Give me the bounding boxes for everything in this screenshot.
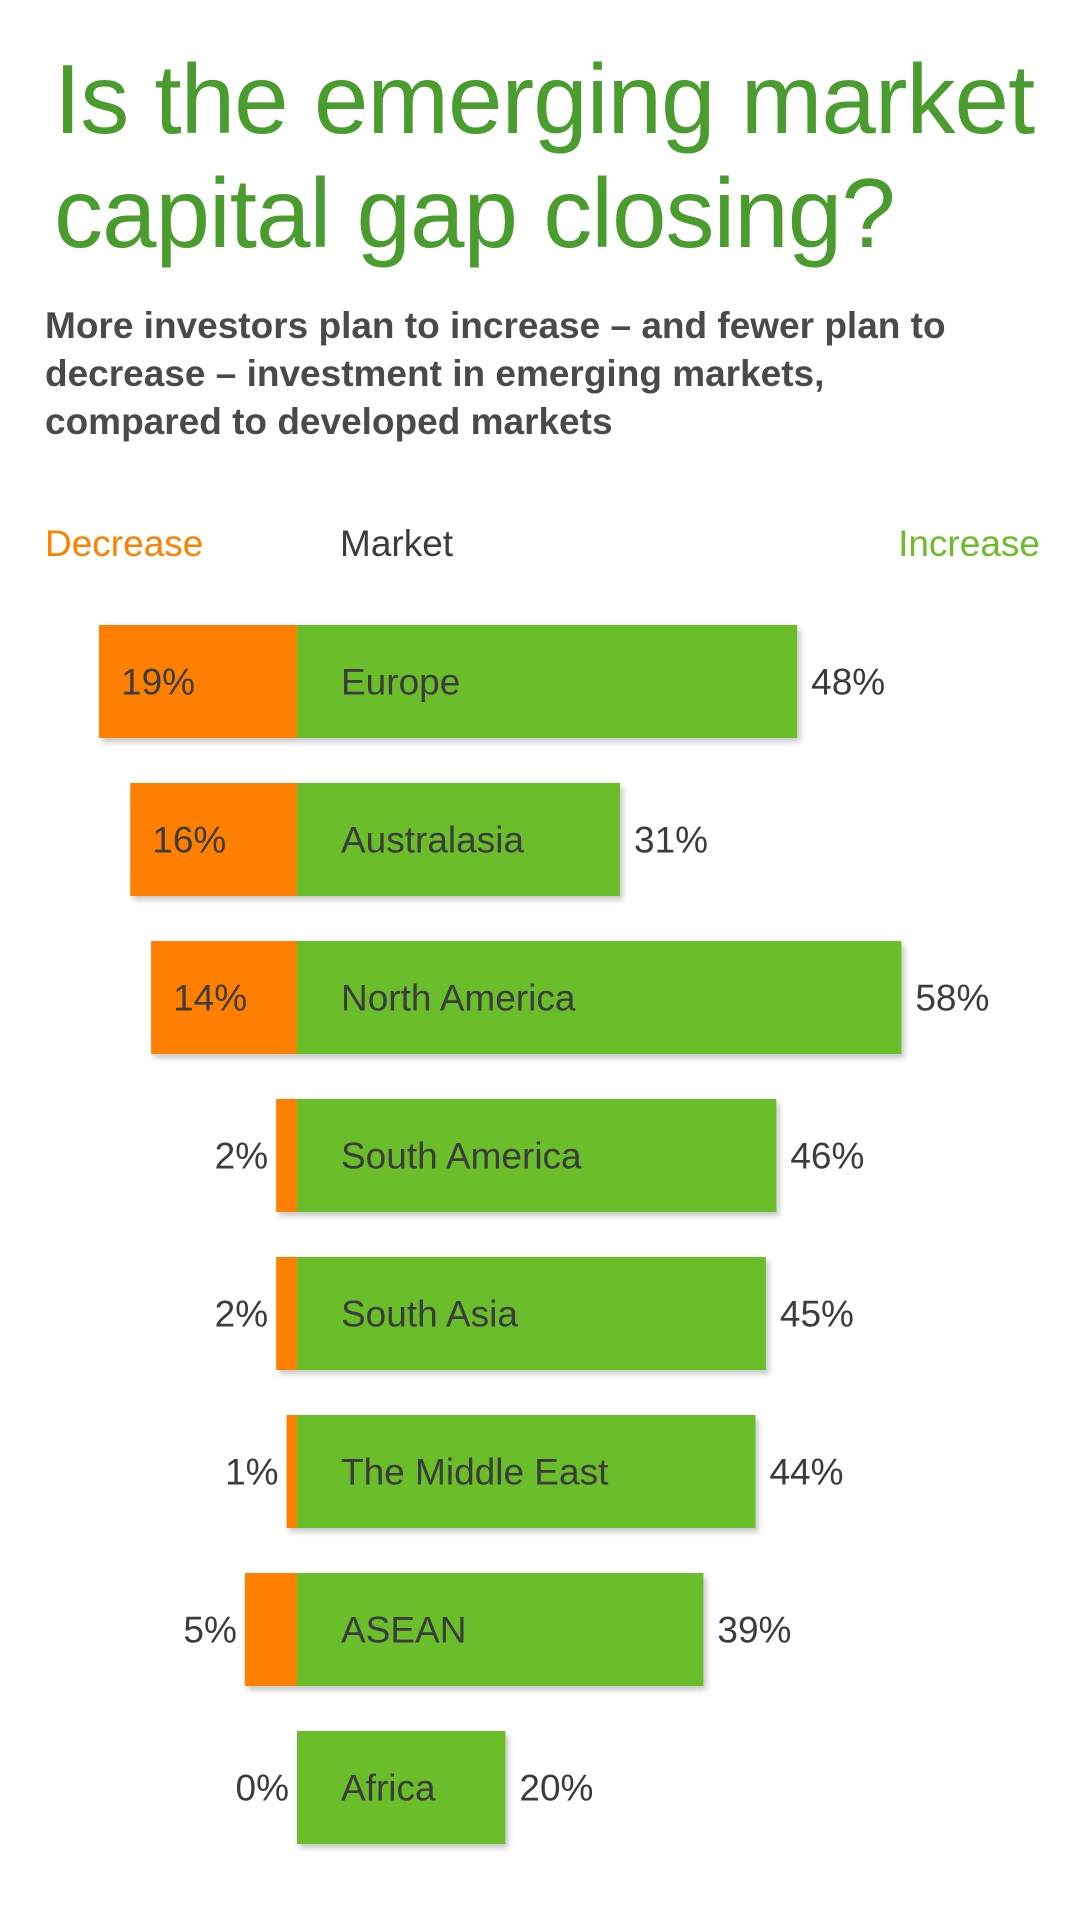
market-label: Africa [341, 1767, 436, 1808]
decrease-bar-south-asia [276, 1257, 297, 1370]
market-header: Market [340, 523, 454, 564]
bar-group-south-america [276, 1099, 777, 1212]
bar-group-africa [297, 1731, 506, 1844]
bar-group-asean [244, 1573, 704, 1686]
decrease-value-label: 0% [236, 1767, 289, 1808]
chart-title: Is the emerging market capital gap closi… [54, 44, 1035, 268]
decrease-bar-asean [244, 1573, 297, 1686]
increase-bar-south-asia [297, 1257, 766, 1370]
increase-value-label: 44% [769, 1451, 843, 1492]
bar-group-the-middle-east [286, 1415, 756, 1528]
decrease-value-label: 2% [215, 1135, 268, 1176]
decrease-bar-the-middle-east [286, 1415, 297, 1528]
increase-bar-north-america [297, 941, 902, 1054]
diverging-bar-chart: Europe 19% 48% Australasia 16% 31% North Ameri… [99, 625, 989, 1844]
market-label: Europe [341, 661, 460, 702]
increase-bar-europe [297, 625, 798, 738]
increase-value-label: 20% [519, 1767, 593, 1808]
increase-value-label: 39% [717, 1609, 791, 1650]
bar-group-australasia [130, 783, 621, 896]
increase-value-label: 45% [780, 1293, 854, 1334]
increase-header: Increase [898, 523, 1040, 564]
decrease-value-label: 5% [183, 1609, 236, 1650]
chart-subtitle: More investors plan to increase – and fe… [45, 305, 946, 442]
bars-layer [99, 625, 902, 1844]
decrease-bar-south-america [276, 1099, 297, 1212]
market-label: South America [341, 1135, 582, 1176]
market-label: Australasia [341, 819, 524, 860]
increase-value-label: 46% [790, 1135, 864, 1176]
increase-value-label: 58% [915, 977, 989, 1018]
market-label: South Asia [341, 1293, 518, 1334]
decrease-header: Decrease [45, 523, 204, 564]
increase-bar-the-middle-east [297, 1415, 756, 1528]
decrease-bar-north-america [151, 941, 297, 1054]
bar-group-europe [99, 625, 798, 738]
increase-bar-australasia [297, 783, 621, 896]
increase-bar-south-america [297, 1099, 777, 1212]
bar-group-north-america [151, 941, 902, 1054]
decrease-value-label: 16% [152, 819, 226, 860]
increase-bar-asean [297, 1573, 704, 1686]
decrease-value-label: 19% [121, 661, 195, 702]
market-label: The Middle East [341, 1451, 609, 1492]
decrease-bar-australasia [130, 783, 297, 896]
increase-value-label: 48% [811, 661, 885, 702]
decrease-value-label: 2% [215, 1293, 268, 1334]
labels-layer: Europe 19% 48% Australasia 16% 31% North Ameri… [121, 661, 989, 1808]
market-label: North America [341, 977, 576, 1018]
decrease-value-label: 1% [225, 1451, 278, 1492]
decrease-value-label: 14% [173, 977, 247, 1018]
market-label: ASEAN [341, 1609, 466, 1650]
increase-value-label: 31% [634, 819, 708, 860]
decrease-bar-europe [99, 625, 298, 738]
increase-bar-africa [297, 1731, 506, 1844]
bar-group-south-asia [276, 1257, 766, 1370]
